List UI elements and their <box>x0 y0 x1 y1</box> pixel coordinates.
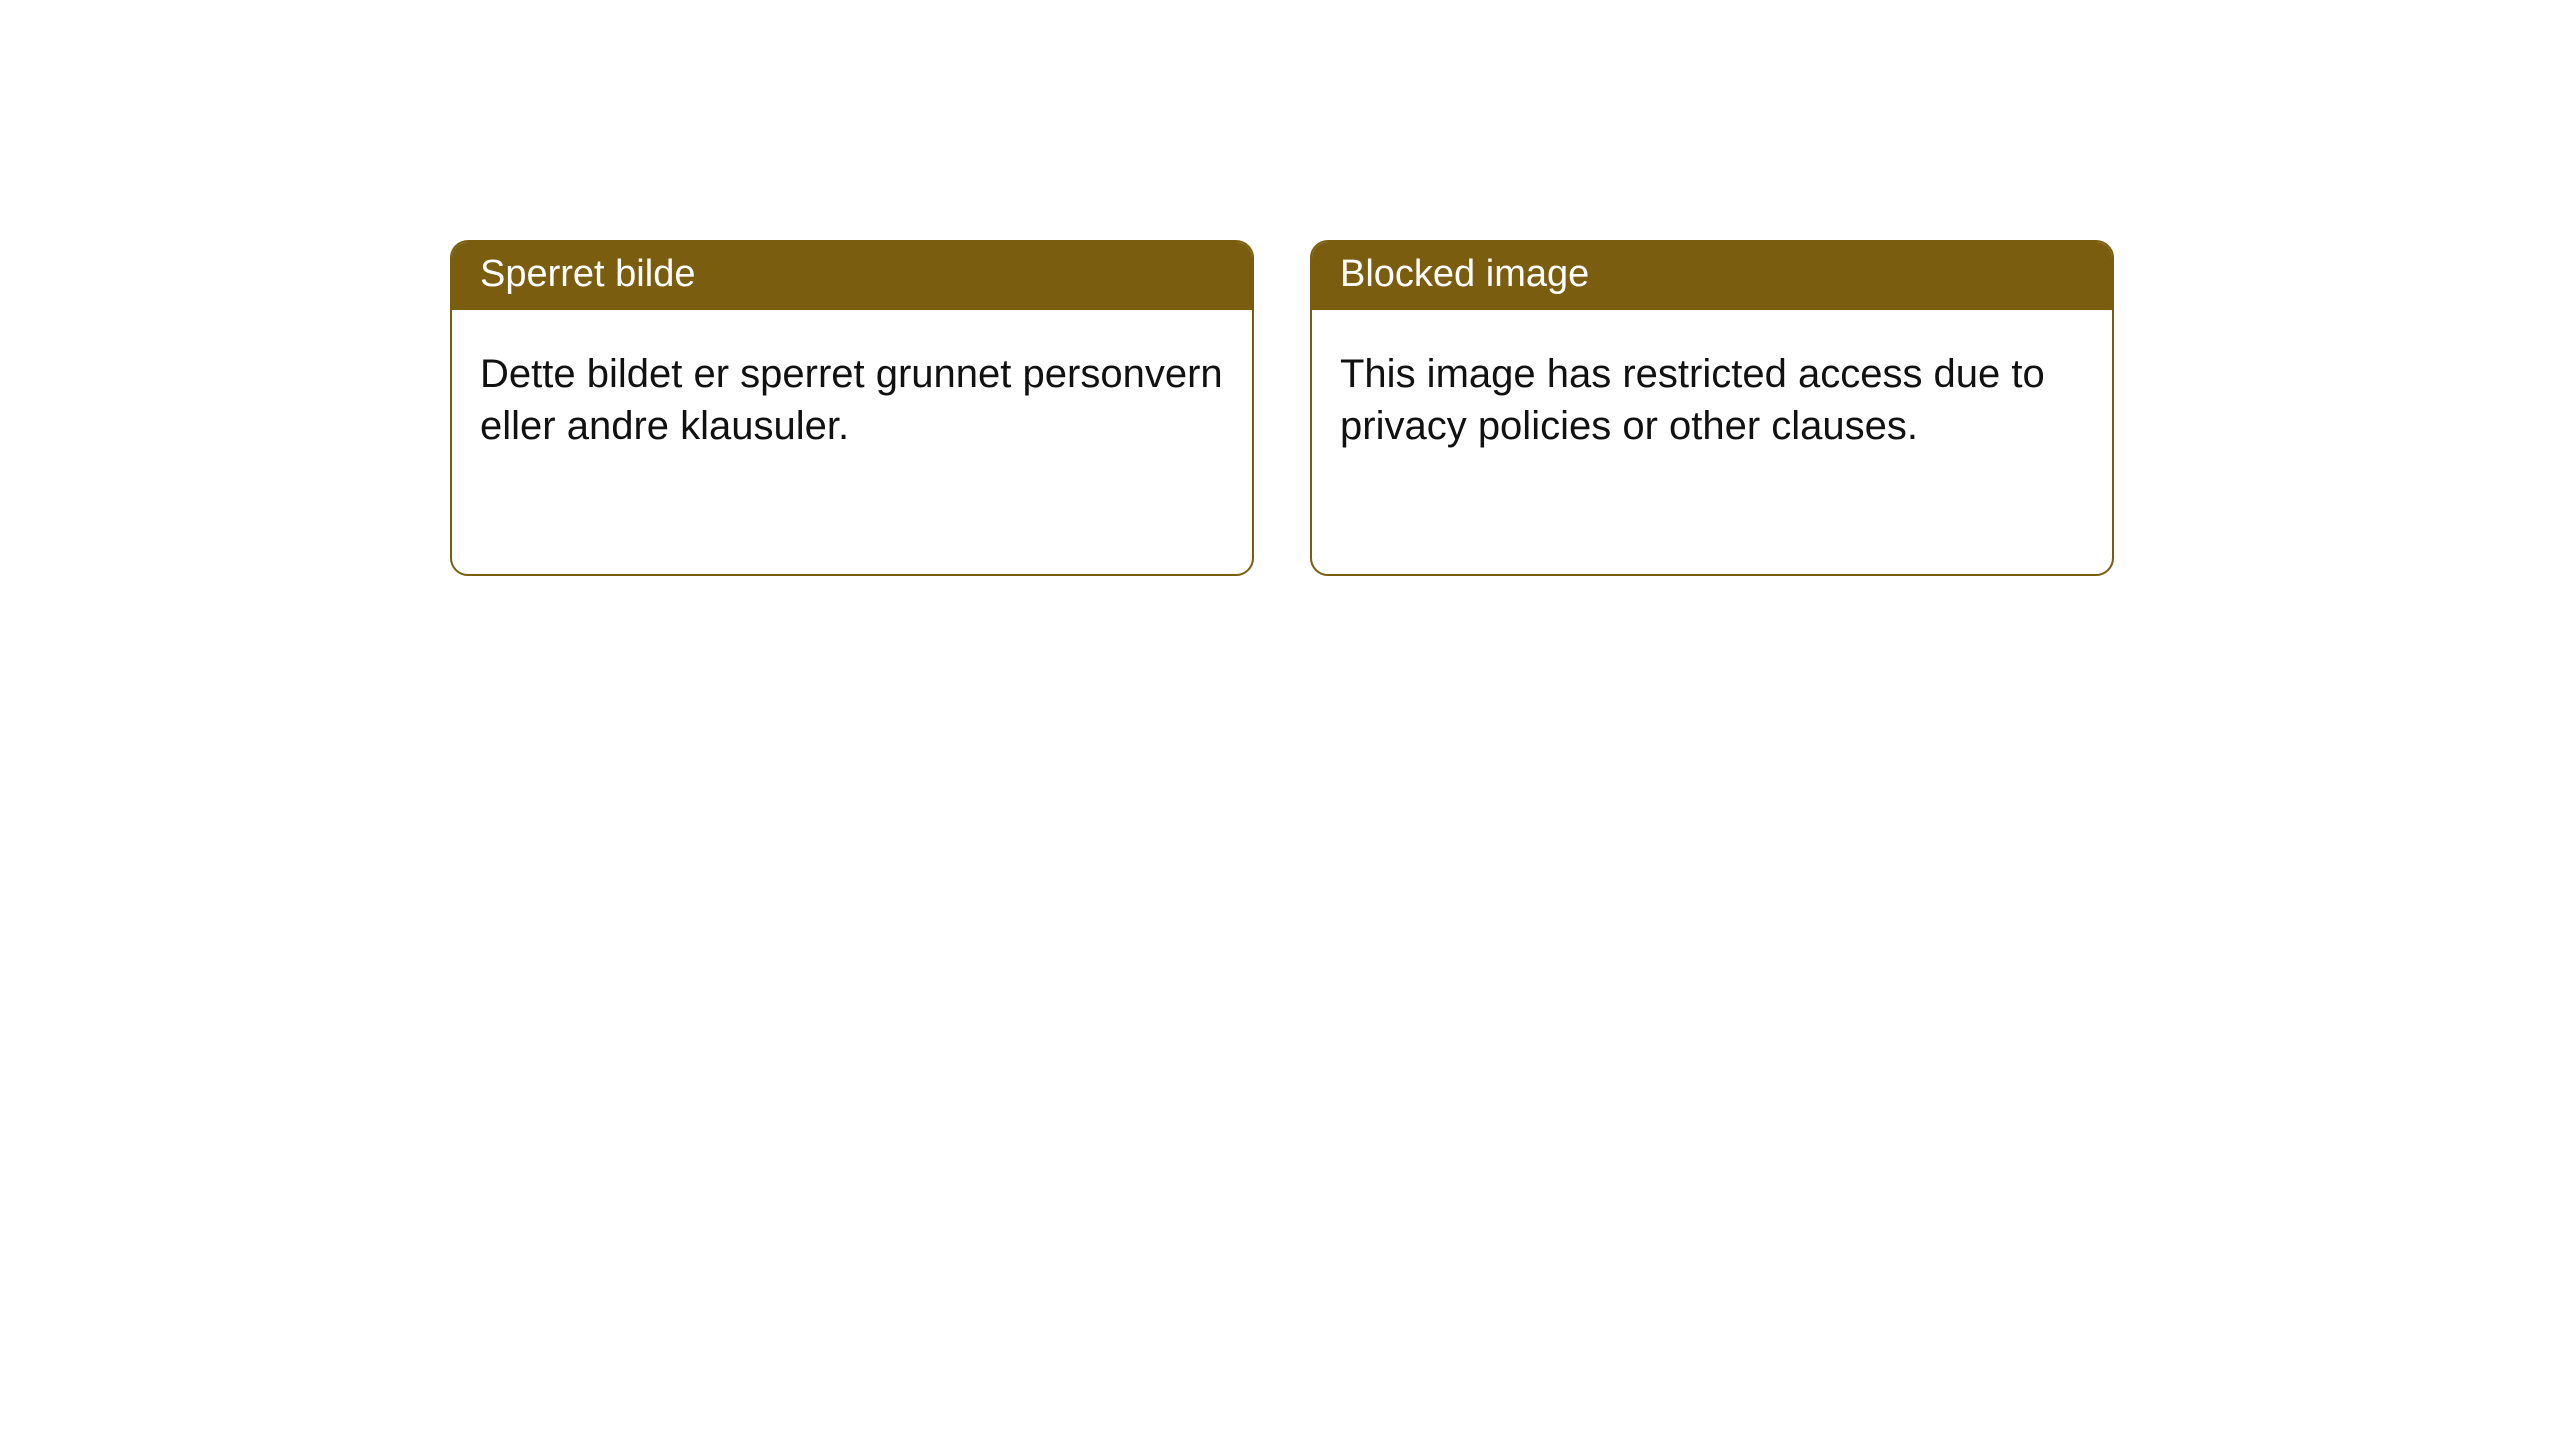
notice-body-en: This image has restricted access due to … <box>1312 310 2112 490</box>
notice-title-no: Sperret bilde <box>452 242 1252 310</box>
notice-container: Sperret bilde Dette bildet er sperret gr… <box>0 0 2560 576</box>
notice-title-en: Blocked image <box>1312 242 2112 310</box>
notice-body-no: Dette bildet er sperret grunnet personve… <box>452 310 1252 490</box>
notice-card-en: Blocked image This image has restricted … <box>1310 240 2114 576</box>
notice-card-no: Sperret bilde Dette bildet er sperret gr… <box>450 240 1254 576</box>
